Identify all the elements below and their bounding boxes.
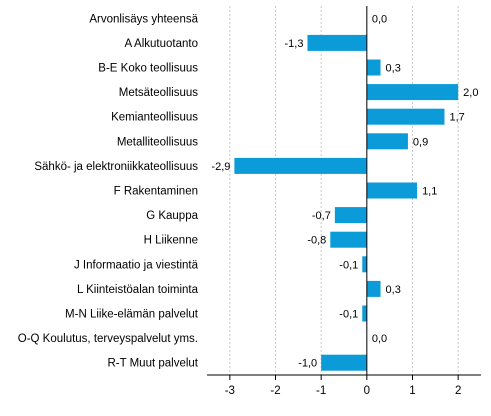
category-label: Metalliteollisuus — [117, 136, 198, 148]
x-tick-label: 1 — [409, 385, 415, 397]
value-label: -2,9 — [211, 161, 230, 173]
value-label: 0,0 — [372, 13, 387, 25]
x-tick-label: 0 — [364, 385, 370, 397]
category-label: B-E Koko teollisuus — [98, 63, 198, 75]
bar — [362, 256, 367, 273]
category-label: Kemianteollisuus — [111, 112, 198, 124]
value-label: -0,8 — [307, 235, 326, 247]
category-label: R-T Muut palvelut — [107, 358, 198, 370]
category-label: Arvonlisäys yhteensä — [89, 13, 198, 25]
category-labels: Arvonlisäys yhteensä A Alkutuotanto B-E Ko… — [18, 13, 199, 369]
category-label: O-Q Koulutus, terveyspalvelut yms. — [18, 333, 198, 345]
bar — [366, 182, 418, 199]
category-label: H Liikenne — [144, 235, 198, 247]
value-labels: 0,0 -1,3 0,3 2,0 1,7 0,9 -2,9 1,1 -0,7 -0,8 -0,1 0,… — [211, 13, 478, 369]
value-label: 0,3 — [386, 63, 401, 75]
value-label: -0,1 — [339, 259, 358, 271]
bar — [330, 231, 367, 248]
category-label: Metsäteollisuus — [119, 87, 199, 99]
category-label: A Alkutuotanto — [124, 38, 198, 50]
bars — [234, 34, 459, 371]
bar — [334, 207, 367, 224]
value-label: 0,0 — [372, 333, 387, 345]
category-label: M-N Liike-elämän palvelut — [65, 309, 199, 321]
category-label: Sähkö- ja elektroniikkateollisuus — [34, 161, 198, 173]
bar — [362, 305, 367, 322]
bar — [307, 34, 367, 51]
x-tick-label: 2 — [455, 385, 461, 397]
value-label: 1,7 — [449, 112, 464, 124]
bar — [366, 133, 408, 150]
bar — [366, 280, 381, 297]
bar — [234, 157, 367, 174]
value-label: -1,0 — [298, 358, 317, 370]
value-label: -0,7 — [312, 210, 331, 222]
category-label: L Kiinteistöalan toiminta — [77, 284, 199, 296]
bar — [366, 84, 459, 101]
category-label: G Kauppa — [146, 210, 198, 222]
x-tick-label: -2 — [270, 385, 280, 397]
x-tick-label: -3 — [225, 385, 235, 397]
value-label: -0,1 — [339, 309, 358, 321]
value-label: 0,3 — [386, 284, 401, 296]
value-label: 2,0 — [463, 87, 478, 99]
x-tick-label: -1 — [316, 385, 326, 397]
value-label: -1,3 — [284, 38, 303, 50]
x-axis: -3 -2 -1 0 1 2 — [207, 374, 481, 397]
value-label: 0,9 — [413, 136, 428, 148]
bar — [366, 108, 445, 125]
value-label: 1,1 — [422, 186, 437, 198]
category-label: F Rakentaminen — [114, 186, 198, 198]
bar — [366, 59, 381, 76]
category-label: J Informaatio ja viestintä — [74, 259, 199, 271]
bar — [321, 354, 367, 371]
